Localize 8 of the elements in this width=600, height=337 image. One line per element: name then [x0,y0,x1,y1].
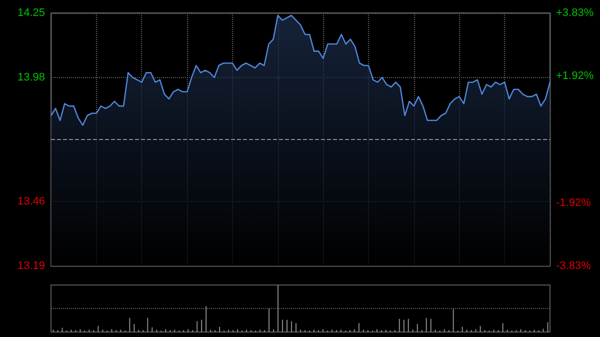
y2-tick-label: +1.92% [556,70,594,82]
y-tick-label: 13.46 [17,196,45,208]
y2-tick-label: -3.83% [556,260,592,272]
y-tick-label: 13.98 [17,71,45,84]
y-tick-label: 14.25 [17,7,45,19]
y2-tick-label: +3.83% [556,7,594,19]
y2-tick-label: -1.92% [556,196,592,209]
y-tick-label: 13.19 [17,260,45,272]
